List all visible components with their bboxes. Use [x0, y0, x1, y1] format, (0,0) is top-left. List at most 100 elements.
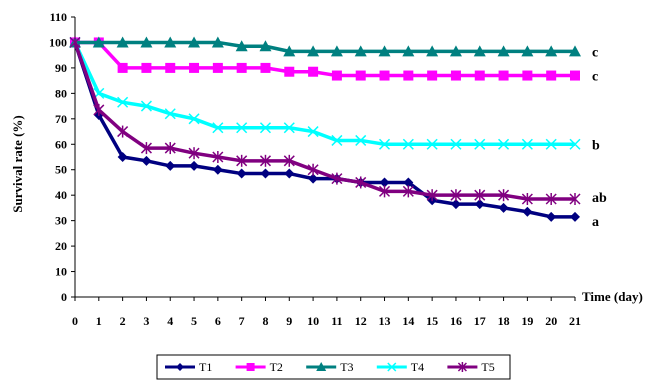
- data-point: [569, 45, 581, 57]
- data-point: [498, 202, 509, 213]
- data-point: [212, 151, 224, 163]
- data-point: [164, 108, 176, 120]
- data-point: [164, 36, 177, 48]
- y-tick-label: 60: [55, 137, 67, 151]
- x-tick-label: 4: [167, 314, 173, 328]
- data-point: [355, 70, 366, 81]
- data-point: [497, 45, 510, 57]
- data-point: [331, 70, 342, 81]
- x-tick-label: 19: [521, 314, 533, 328]
- data-point: [165, 62, 176, 73]
- significance-label-t2: c: [592, 70, 598, 85]
- y-tick-label: 100: [49, 35, 67, 49]
- data-point: [140, 142, 152, 155]
- data-point: [521, 193, 533, 205]
- legend-label: T1: [199, 360, 212, 374]
- data-point: [236, 168, 247, 179]
- data-point: [307, 163, 319, 176]
- data-point: [308, 66, 319, 77]
- data-point: [316, 362, 327, 371]
- data-point: [570, 211, 580, 222]
- data-point: [188, 147, 200, 160]
- data-point: [69, 36, 81, 49]
- x-tick-label: 0: [72, 314, 78, 328]
- data-point: [188, 36, 201, 48]
- legend-item-t3: T3: [306, 360, 354, 374]
- significance-label-t5: ab: [592, 191, 607, 206]
- data-point: [212, 122, 224, 134]
- data-point: [570, 70, 580, 81]
- data-point: [260, 62, 271, 73]
- data-point: [117, 96, 129, 108]
- data-point: [387, 362, 397, 372]
- data-point: [450, 189, 462, 202]
- significance-label-t3: c: [592, 45, 598, 60]
- y-tick-label: 20: [55, 239, 67, 253]
- data-point: [402, 185, 414, 198]
- legend-label: T4: [411, 360, 424, 374]
- x-tick-label: 21: [569, 314, 581, 328]
- data-point: [498, 189, 510, 202]
- data-point: [427, 70, 438, 81]
- data-point: [176, 363, 184, 371]
- data-point: [473, 45, 486, 57]
- data-point: [521, 138, 533, 150]
- data-point: [331, 134, 343, 146]
- data-point: [189, 62, 200, 73]
- data-point: [165, 160, 176, 171]
- series-line: [73, 41, 575, 147]
- x-tick-label: 7: [239, 314, 245, 328]
- data-point: [236, 62, 247, 73]
- x-tick-label: 11: [331, 314, 342, 328]
- data-point: [522, 206, 533, 217]
- data-point: [569, 193, 581, 205]
- data-point: [450, 199, 461, 210]
- data-point: [330, 45, 343, 57]
- data-point: [354, 45, 367, 57]
- data-point: [545, 45, 558, 57]
- y-tick-label: 90: [55, 61, 67, 75]
- data-point: [246, 363, 255, 371]
- data-point: [235, 40, 248, 52]
- data-point: [140, 100, 152, 112]
- series-line: [73, 41, 575, 201]
- data-point: [211, 36, 224, 48]
- data-point: [474, 138, 486, 150]
- legend-label: T5: [481, 360, 494, 374]
- data-point: [449, 45, 462, 57]
- x-tick-label: 2: [120, 314, 126, 328]
- data-point: [212, 62, 223, 73]
- data-point: [378, 185, 391, 198]
- data-point: [117, 62, 128, 73]
- x-tick-label: 13: [379, 314, 391, 328]
- x-tick-label: 16: [450, 314, 462, 328]
- data-point: [355, 134, 367, 146]
- data-point: [378, 138, 391, 150]
- legend: T1 T2 T3 T4 T5: [156, 354, 511, 380]
- legend-label: T2: [270, 360, 283, 374]
- data-point: [93, 103, 105, 116]
- data-point: [521, 45, 534, 57]
- data-point: [522, 70, 533, 81]
- y-tick-label: 80: [55, 86, 67, 100]
- series-line: [73, 41, 575, 219]
- y-axis-title: Survival rate (%): [10, 115, 25, 212]
- data-point: [188, 113, 200, 125]
- data-point: [378, 45, 391, 57]
- data-point: [474, 70, 485, 81]
- x-tick-label: 5: [191, 314, 197, 328]
- y-tick-label: 30: [55, 214, 67, 228]
- y-tick-label: 110: [50, 10, 67, 24]
- data-point: [259, 154, 272, 167]
- x-tick-label: 9: [286, 314, 292, 328]
- x-tick-label: 12: [355, 314, 367, 328]
- x-tick-label: 14: [402, 314, 414, 328]
- data-point: [236, 154, 248, 167]
- x-tick-label: 15: [426, 314, 438, 328]
- legend-item-t2: T2: [235, 360, 283, 374]
- data-point: [379, 177, 390, 188]
- data-point: [546, 70, 557, 81]
- data-point: [141, 62, 152, 73]
- data-point: [283, 45, 296, 57]
